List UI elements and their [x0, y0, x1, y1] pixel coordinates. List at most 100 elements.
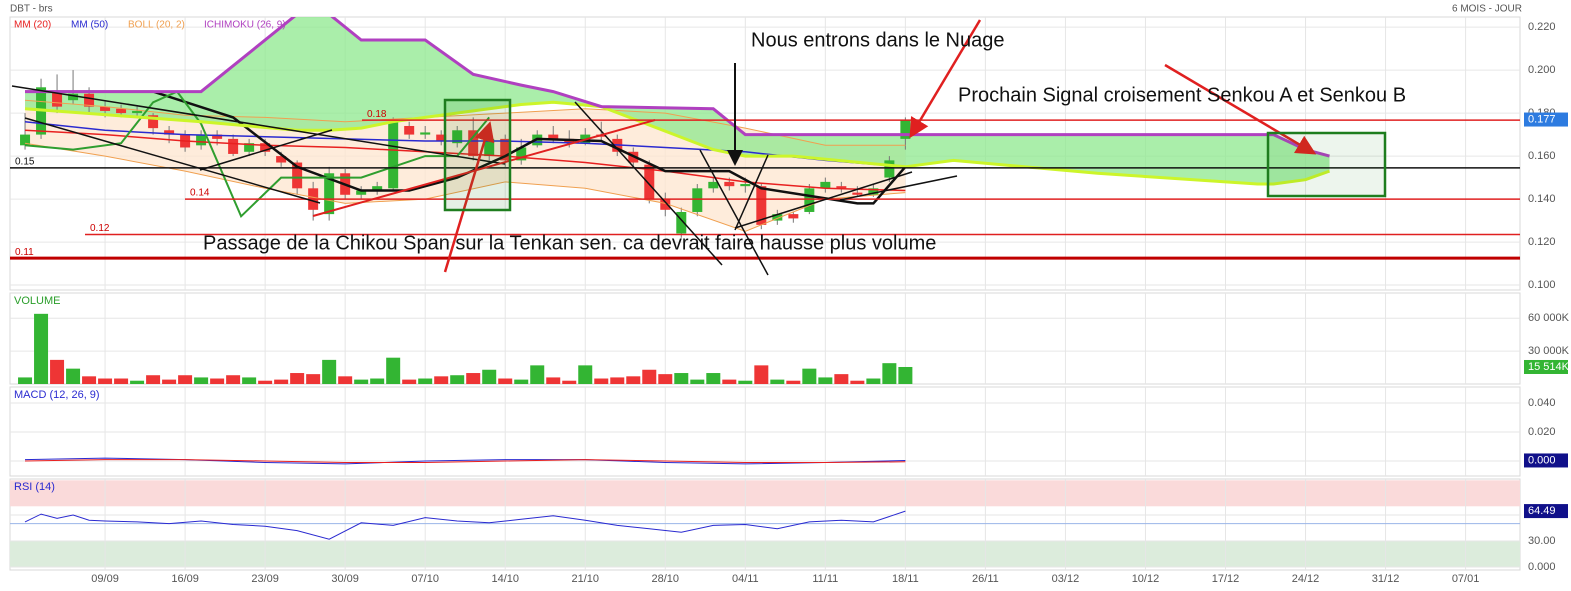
volume-bar [882, 363, 897, 384]
x-tick-label: 14/10 [491, 573, 519, 585]
last-value-label: 0.177 [1528, 113, 1556, 125]
chart-title: DBT - brs [10, 4, 53, 15]
volume-bar [674, 373, 689, 384]
candle-body [644, 164, 655, 200]
x-tick-label: 04/11 [732, 573, 759, 585]
volume-bar [50, 359, 65, 384]
volume-bar [562, 380, 577, 384]
volume-bar [754, 365, 769, 384]
volume-bar [786, 380, 801, 384]
indicator-line [24, 90, 490, 219]
volume-bar [338, 376, 353, 384]
candle-body [708, 181, 719, 189]
panel-title: VOLUME [14, 295, 60, 307]
x-tick-label: 24/12 [1292, 573, 1320, 585]
y-tick-label: 30 000K [1528, 345, 1570, 357]
candle-body [52, 91, 63, 107]
candle-body [212, 134, 223, 139]
background-layer [9, 16, 1521, 571]
volume-bar [866, 378, 881, 384]
volume-bar [258, 380, 273, 384]
volume-bar [834, 374, 849, 384]
candle-body [772, 214, 783, 221]
volume-bar [802, 368, 817, 384]
legend-entry: ICHIMOKU (26, 9) [204, 20, 286, 31]
drawings: Nous entrons dans le Nuage Prochain Sign… [11, 19, 1406, 276]
indicator-line [24, 120, 906, 168]
last-value-label: 15 514K [1528, 361, 1570, 373]
trend-line [839, 175, 958, 201]
volume-bar [162, 379, 177, 384]
panel-plot [18, 313, 913, 384]
candle-body [516, 147, 527, 161]
volume-bar [898, 366, 913, 384]
candle-body [100, 106, 111, 111]
legend-entry: MM (50) [71, 20, 108, 31]
candle-body [68, 93, 79, 101]
x-tick-label: 28/10 [652, 573, 680, 585]
volume-bar [402, 379, 417, 384]
volume-bar [274, 379, 289, 384]
candle-body [548, 134, 559, 139]
volume-bar [610, 377, 625, 384]
volume-bar [194, 377, 209, 384]
volume-bar [178, 375, 193, 384]
volume-bar [306, 374, 321, 384]
volume-bar [18, 377, 33, 384]
indicator-line [25, 17, 1330, 158]
x-tick-label: 07/10 [411, 573, 439, 585]
x-tick-label: 10/12 [1132, 573, 1160, 585]
volume-bar [466, 373, 481, 384]
candle-body [724, 181, 735, 187]
last-value-box [1524, 504, 1568, 519]
volume-bar [642, 369, 657, 384]
candle-body [884, 160, 895, 178]
last-value-box [1524, 112, 1568, 127]
candle-body [692, 188, 703, 212]
volume-bar [578, 365, 593, 384]
x-tick-label: 21/10 [571, 573, 599, 585]
zone [10, 480, 1520, 507]
panel-title: RSI (14) [14, 481, 55, 493]
volume-bar [434, 376, 449, 384]
last-value-label: 64.49 [1528, 505, 1556, 517]
chart-subtitle: 6 MOIS - JOUR [1452, 4, 1522, 15]
volume-bar [146, 375, 161, 384]
candle-body [356, 190, 367, 195]
y-tick-label: 0.160 [1528, 150, 1556, 162]
panel-title: MACD (12, 26, 9) [14, 389, 100, 401]
last-value-box [1524, 453, 1568, 468]
trend-line [574, 101, 723, 266]
candle-body [148, 115, 159, 129]
candle-body [740, 184, 751, 187]
volume-bar [210, 378, 225, 384]
x-tick-label: 31/12 [1372, 573, 1400, 585]
x-tick-label: 11/11 [812, 573, 838, 585]
volume-bar [242, 377, 257, 384]
candle-body [788, 214, 799, 219]
trend-line [699, 149, 769, 276]
x-tick-label: 17/12 [1212, 573, 1240, 585]
level-label: 0.14 [190, 188, 210, 199]
x-tick-label: 09/09 [91, 573, 119, 585]
trend-line [734, 171, 913, 229]
y-tick-label: 0.100 [1528, 279, 1556, 291]
candle-body [420, 132, 431, 135]
candle-body [244, 143, 255, 152]
y-tick-label: 0.220 [1528, 21, 1556, 33]
volume-bar [850, 380, 865, 384]
volume-bar [738, 380, 753, 384]
candle-body [196, 134, 207, 146]
volume-bar [370, 378, 385, 384]
trend-line [24, 117, 321, 204]
candle-body [484, 138, 495, 157]
volume-bar [546, 377, 561, 384]
arrow [1164, 63, 1317, 155]
level-label: 0.18 [367, 109, 387, 120]
volume-bar [770, 379, 785, 384]
trend-line [11, 85, 506, 165]
candle-body [756, 186, 767, 225]
candle-body [452, 130, 463, 144]
y-tick-label: 0.140 [1528, 193, 1556, 205]
